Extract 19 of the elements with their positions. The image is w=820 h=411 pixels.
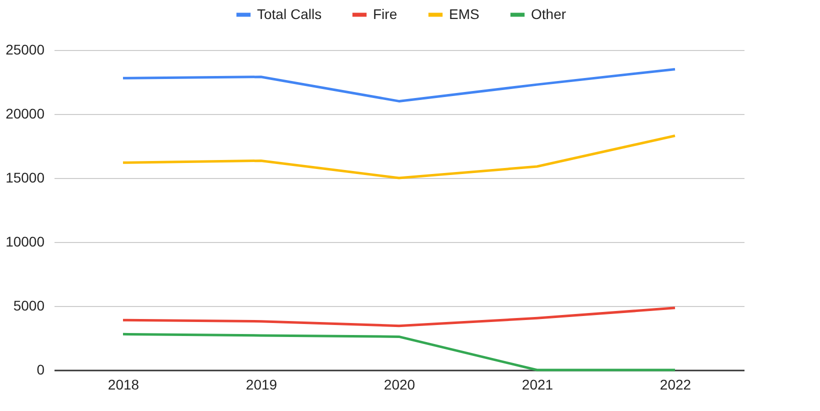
line-series <box>122 134 676 180</box>
x-tick-label: 2019 <box>246 376 278 392</box>
legend-label: Fire <box>373 6 398 22</box>
y-tick-label: 25000 <box>6 42 45 58</box>
y-tick-label: 5000 <box>13 298 45 314</box>
y-tick-label: 20000 <box>6 106 45 122</box>
legend-label: Other <box>531 6 566 22</box>
legend-label: EMS <box>449 6 480 22</box>
line-series <box>122 332 676 372</box>
legend-label: Total Calls <box>257 6 322 22</box>
line-series <box>122 68 676 102</box>
y-tick-label: 0 <box>36 362 45 378</box>
x-tick-label: 2021 <box>522 376 554 392</box>
y-tick-label: 15000 <box>6 170 45 186</box>
y-tick-label: 10000 <box>6 234 45 250</box>
x-tick-label: 2022 <box>660 376 692 392</box>
line-series <box>122 306 676 328</box>
x-tick-label: 2018 <box>108 376 140 392</box>
x-tick-label: 2020 <box>384 376 416 392</box>
